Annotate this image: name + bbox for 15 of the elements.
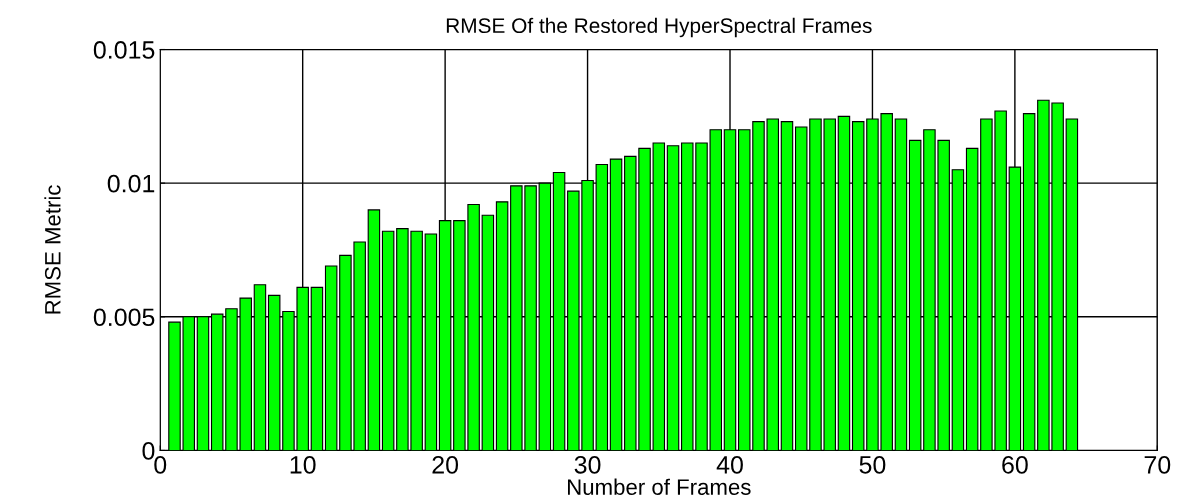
x-axis-title: Number of Frames <box>568 478 751 495</box>
x-tick-label: 20 <box>432 455 459 474</box>
x-tick-label: 0 <box>154 455 167 474</box>
chart-title: RMSE Of the Restored HyperSpectral Frames <box>446 17 872 38</box>
x-tick-label: 40 <box>716 455 743 474</box>
y-tick-label: 0 <box>142 442 155 460</box>
x-tick-label: 50 <box>859 455 886 474</box>
y-tick-label: 0.005 <box>93 308 155 327</box>
x-tick-label: 70 <box>1144 455 1171 474</box>
x-tick-label: 30 <box>574 455 601 474</box>
y-tick-label: 0.01 <box>107 174 155 193</box>
x-tick-label: 10 <box>290 455 316 474</box>
y-tick-label: 0.015 <box>93 41 155 59</box>
x-tick-label: 60 <box>1002 455 1028 474</box>
y-axis-title: RMSE Metric <box>44 185 61 314</box>
